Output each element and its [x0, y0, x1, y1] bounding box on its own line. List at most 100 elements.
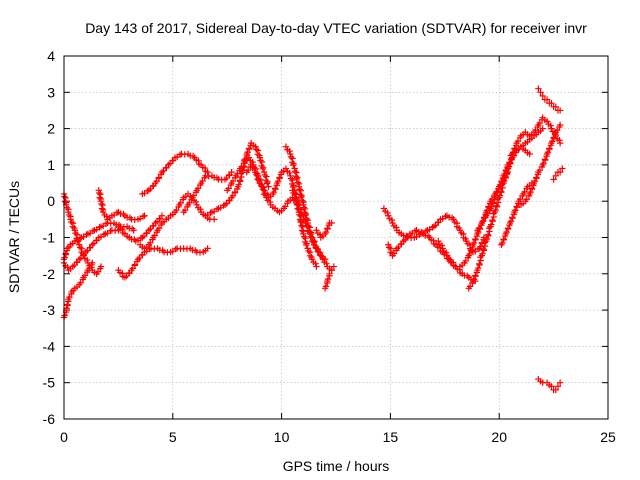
data-point	[260, 187, 268, 194]
data-point-interp	[523, 196, 530, 203]
data-point-interp	[312, 260, 319, 267]
data-point	[204, 245, 211, 252]
data-point-interp	[292, 173, 300, 180]
data-point-interp	[96, 194, 103, 201]
data-point-interp	[65, 211, 73, 219]
data-point	[556, 121, 564, 129]
chart-title: Day 143 of 2017, Sidereal Day-to-day VTE…	[85, 20, 587, 36]
data-point-interp	[89, 227, 97, 235]
data-point-interp	[501, 177, 508, 185]
data-point-interp	[77, 279, 84, 286]
y-tick-label: -2	[43, 266, 56, 282]
data-point-interp	[177, 199, 184, 207]
data-point	[313, 263, 320, 270]
data-point-interp	[483, 235, 491, 243]
data-point-interp	[100, 231, 108, 238]
y-tick-label: 4	[47, 48, 55, 64]
data-point-interp	[547, 122, 554, 129]
data-point-interp	[507, 152, 515, 159]
data-point	[430, 223, 438, 230]
data-point	[319, 256, 327, 263]
grid	[64, 56, 608, 419]
data-point-interp	[303, 241, 310, 249]
data-point	[130, 227, 137, 234]
data-point	[548, 125, 555, 132]
data-point-interp	[290, 183, 297, 191]
y-tick-label: -1	[43, 230, 56, 246]
data-point	[552, 386, 559, 394]
data-point	[439, 245, 446, 252]
data-point-interp	[258, 162, 265, 169]
data-point-interp	[294, 179, 302, 186]
data-point	[256, 154, 264, 161]
data-point-interp	[264, 191, 271, 198]
x-tick-label: 15	[383, 429, 399, 445]
data-point-interp	[63, 204, 71, 211]
x-tick-label: 0	[60, 429, 68, 445]
data-point	[443, 252, 451, 259]
data-point-interp	[261, 171, 269, 179]
data-point-interp	[485, 224, 493, 232]
data-point-interp	[392, 224, 400, 231]
data-point-interp	[262, 177, 270, 184]
data-point-interp	[318, 253, 326, 260]
data-point-interp	[249, 158, 256, 166]
data-point-interp	[83, 256, 91, 264]
data-point-interp	[213, 206, 221, 213]
data-point-interp	[536, 166, 544, 174]
data-point	[559, 165, 566, 172]
data-point-interp	[300, 204, 308, 211]
data-point-interp	[190, 192, 198, 199]
data-point	[228, 168, 235, 176]
data-point	[556, 168, 564, 176]
data-point-interp	[556, 137, 563, 144]
data-point	[287, 172, 294, 179]
data-point-interp	[236, 177, 244, 184]
data-point-interp	[517, 196, 524, 203]
data-point-interp	[61, 254, 68, 261]
data-point-interp	[62, 250, 69, 257]
data-point	[539, 92, 546, 100]
data-point-interp	[297, 191, 304, 198]
data-point	[260, 168, 268, 176]
data-point-interp	[521, 188, 528, 196]
data-point	[97, 263, 105, 270]
data-point-interp	[288, 180, 296, 188]
data-point-interp	[554, 127, 561, 134]
data-point-interp	[288, 158, 296, 166]
data-point-interp	[480, 217, 487, 225]
data-point-interp	[103, 213, 110, 220]
data-point-interp	[235, 181, 243, 188]
data-point-interp	[532, 127, 539, 134]
data-point	[330, 263, 338, 270]
data-point	[389, 219, 396, 227]
data-point-interp	[245, 166, 252, 174]
data-point-interp	[324, 275, 332, 283]
data-point-interp	[63, 301, 71, 308]
data-point	[145, 187, 153, 194]
data-point-interp	[493, 202, 500, 209]
data-point	[328, 266, 335, 274]
data-point	[526, 150, 533, 158]
data-point-interp	[229, 177, 237, 185]
data-point-interp	[484, 231, 492, 238]
data-point-interp	[390, 250, 398, 257]
data-point	[139, 234, 146, 241]
data-point-interp	[447, 256, 454, 264]
data-point-interp	[411, 227, 419, 235]
data-point	[548, 99, 555, 107]
data-point	[537, 89, 544, 96]
data-point	[210, 216, 218, 223]
data-point-interp	[257, 157, 264, 164]
x-axis-label: GPS time / hours	[283, 458, 390, 474]
data-point-interp	[489, 217, 496, 224]
data-point-interp	[293, 175, 300, 183]
data-point	[287, 150, 294, 158]
data-point-interp	[474, 265, 482, 272]
data-point-interp	[199, 177, 206, 185]
data-point-interp	[98, 205, 106, 212]
data-point-interp	[290, 162, 297, 169]
data-point-interp	[263, 180, 271, 187]
data-point-interp	[475, 225, 483, 232]
